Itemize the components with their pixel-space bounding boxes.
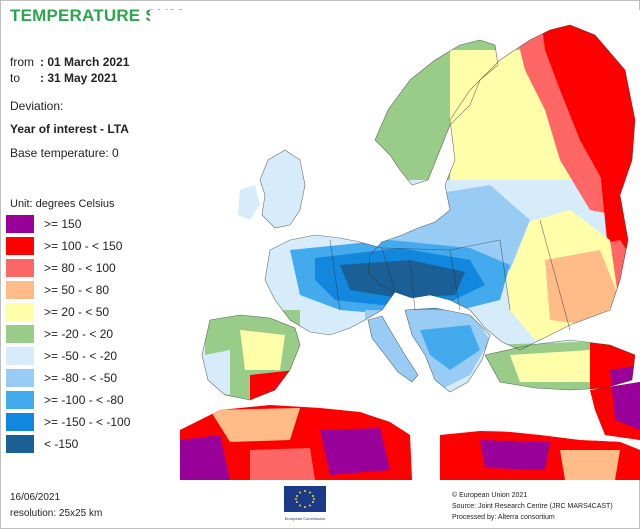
legend-label: >= -80 - < -50 xyxy=(44,371,118,385)
to-label: to xyxy=(10,71,21,85)
ec-logo-text: European Commission xyxy=(285,516,325,521)
legend-swatch xyxy=(6,325,34,343)
map-title: TEMPERATURE SUM xyxy=(10,6,184,25)
legend-item: >= 80 - < 100 xyxy=(6,259,166,279)
legend-swatch xyxy=(6,237,34,255)
legend-label: >= 100 - < 150 xyxy=(44,239,123,253)
legend-label: >= -150 - < -100 xyxy=(44,415,131,429)
deviation-label: Deviation: xyxy=(10,99,64,113)
legend-label: >= -100 - < -80 xyxy=(44,393,124,407)
year-of-interest: Year of interest - LTA xyxy=(10,122,129,136)
footer-processed: Processed by: Alterra consortium xyxy=(452,514,555,521)
from-label: from xyxy=(10,55,34,69)
european-commission-logo: European Commission xyxy=(284,486,326,521)
legend-item: >= 50 - < 80 xyxy=(6,281,166,301)
legend-item: >= -100 - < -80 xyxy=(6,391,166,411)
footer-date: 16/06/2021 xyxy=(10,492,61,503)
legend-label: >= -50 - < -20 xyxy=(44,349,118,363)
legend-item: >= -50 - < -20 xyxy=(6,347,166,367)
legend-swatch xyxy=(6,369,34,387)
legend-label: >= -20 - < 20 xyxy=(44,327,114,341)
base-temperature: Base temperature: 0 xyxy=(10,146,119,160)
legend-swatch xyxy=(6,259,34,277)
period-from-row: from : 01 March 2021 xyxy=(10,55,129,69)
to-value: : 31 May 2021 xyxy=(40,71,118,85)
legend-swatch xyxy=(6,303,34,321)
legend-label: >= 20 - < 50 xyxy=(44,305,110,319)
legend-swatch xyxy=(6,215,34,233)
from-value: : 01 March 2021 xyxy=(40,55,130,69)
period-to-row: to : 31 May 2021 xyxy=(10,71,117,85)
legend-item: >= -150 - < -100 xyxy=(6,413,166,433)
legend-item: >= -20 - < 20 xyxy=(6,325,166,345)
legend-swatch xyxy=(6,413,34,431)
legend-label: >= 50 - < 80 xyxy=(44,283,110,297)
legend-item: >= 150 xyxy=(6,215,166,235)
footer-copyright: © European Union 2021 xyxy=(452,492,528,499)
legend-item: >= 100 - < 150 xyxy=(6,237,166,257)
legend-swatch xyxy=(6,347,34,365)
legend-swatch xyxy=(6,391,34,409)
eu-flag-icon xyxy=(284,486,326,512)
legend-label: >= 150 xyxy=(44,217,82,231)
legend-item: >= -80 - < -50 xyxy=(6,369,166,389)
legend-unit: Unit: degrees Celsius xyxy=(10,198,115,210)
legend-swatch xyxy=(6,281,34,299)
legend-swatch xyxy=(6,435,34,453)
legend-item: >= 20 - < 50 xyxy=(6,303,166,323)
footer-source: Source: Joint Research Centre (JRC MARS4… xyxy=(452,503,613,510)
legend-item: < -150 xyxy=(6,435,166,455)
legend-label: >= 80 - < 100 xyxy=(44,261,116,275)
footer-resolution: resolution: 25x25 km xyxy=(10,508,103,519)
legend-label: < -150 xyxy=(44,437,79,451)
europe-temperature-map xyxy=(150,10,640,480)
